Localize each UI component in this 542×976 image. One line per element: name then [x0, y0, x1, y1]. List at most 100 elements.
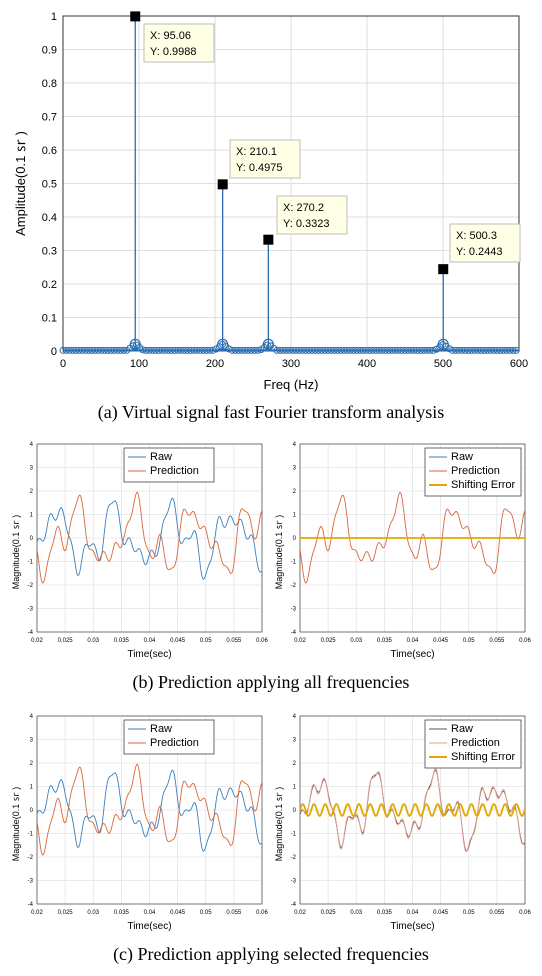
legend-box: [123, 447, 215, 483]
plot-frame: [36, 715, 263, 905]
x-tick-label: 0.03: [87, 910, 99, 916]
datatip-x: X: 500.3: [456, 230, 497, 242]
y-tick-label: 0.1: [42, 313, 57, 325]
datatip-box: [449, 223, 521, 263]
legend-entry: Prediction: [451, 737, 500, 749]
datatip-x: X: 95.06: [150, 30, 191, 42]
legend-box: [123, 719, 215, 755]
y-tick-label: -4: [28, 902, 34, 908]
legend-entry: Raw: [150, 451, 172, 463]
series-line-shifting-error: [299, 803, 526, 817]
x-axis-label: Time(sec): [127, 649, 171, 660]
y-tick-label: -2: [291, 583, 297, 589]
x-tick-label: 0.02: [31, 638, 43, 644]
x-tick-label: 0.045: [170, 910, 186, 916]
y-tick-label: 0: [293, 808, 297, 814]
x-tick-label: 0.045: [433, 638, 449, 644]
x-tick-label: 0.03: [350, 910, 362, 916]
y-tick-label: 0.6: [42, 145, 57, 157]
y-tick-label: 3: [293, 738, 297, 744]
x-tick-label: 0.035: [114, 638, 130, 644]
y-axis-label: Magnitude(0.1 ㏛ ): [11, 787, 21, 862]
x-tick-label: 0.04: [144, 910, 156, 916]
chart-b-right: 0.02 0.025 0.03 0.035 0.04 0.045 0.05 0.055 0.06…: [274, 442, 531, 660]
datatip-marker: [263, 234, 274, 245]
y-tick-label: 0.2: [42, 279, 57, 291]
y-tick-label: 1: [51, 11, 57, 23]
y-tick-label: 2: [293, 489, 297, 495]
y-tick-label: 0.5: [42, 179, 57, 191]
peak-base-marker: [129, 338, 141, 350]
baseline-marker: [263, 341, 271, 349]
x-axis-label: Time(sec): [127, 921, 171, 932]
datatip-y: Y: 0.9988: [150, 46, 197, 58]
x-tick-label: 100: [130, 358, 148, 370]
y-tick-label: 4: [30, 714, 34, 720]
caption-c: (c) Prediction applying selected frequen…: [113, 944, 429, 965]
y-tick-label: 3: [293, 466, 297, 472]
datatip-box: [229, 139, 301, 179]
y-tick-label: -1: [28, 560, 34, 566]
y-axis-label: Magnitude(0.1 ㏛ ): [274, 515, 284, 590]
x-tick-label: 0.055: [226, 638, 242, 644]
y-tick-label: -4: [291, 902, 297, 908]
x-tick-label: 0.06: [519, 910, 531, 916]
legend-entry: Shifting Error: [451, 751, 516, 763]
peak-base-marker: [217, 338, 229, 350]
x-tick-label: 0.025: [321, 910, 337, 916]
y-tick-label: 0.9: [42, 45, 57, 57]
x-tick-label: 0.035: [114, 910, 130, 916]
datatip-y: Y: 0.2443: [456, 246, 503, 258]
y-axis-label: Magnitude(0.1 ㏛ ): [11, 515, 21, 590]
y-tick-label: 1: [293, 785, 297, 791]
x-tick-label: 0.025: [58, 910, 74, 916]
datatip-box: [276, 195, 348, 235]
y-tick-label: 1: [30, 513, 34, 519]
y-tick-label: -2: [291, 855, 297, 861]
y-tick-label: 2: [30, 761, 34, 767]
datatip-marker: [130, 11, 141, 22]
y-tick-label: 4: [30, 442, 34, 448]
x-tick-label: 0.05: [463, 910, 475, 916]
y-tick-label: -3: [291, 607, 297, 613]
x-tick-label: 0.035: [377, 638, 393, 644]
y-tick-label: -3: [291, 879, 297, 885]
x-tick-label: 0.02: [31, 910, 43, 916]
x-tick-label: 500: [434, 358, 452, 370]
datatip-marker: [438, 264, 449, 275]
y-tick-label: 0.3: [42, 246, 57, 258]
series-line-prediction: [36, 763, 263, 856]
y-tick-label: -3: [28, 879, 34, 885]
legend-entry: Prediction: [150, 737, 199, 749]
y-tick-label: 1: [30, 785, 34, 791]
datatip-marker: [217, 179, 228, 190]
x-tick-label: 0.025: [321, 638, 337, 644]
y-tick-label: 0.4: [42, 212, 57, 224]
y-tick-label: 0: [51, 346, 57, 358]
legend-entry: Prediction: [150, 465, 199, 477]
y-tick-label: 4: [293, 442, 297, 448]
chart-c-left: 0.02 0.025 0.03 0.035 0.04 0.045 0.05 0.055 0.06…: [11, 714, 268, 932]
legend-box: [424, 719, 522, 769]
y-tick-label: -4: [291, 630, 297, 636]
x-tick-label: 0: [60, 358, 66, 370]
x-tick-label: 0.04: [144, 638, 156, 644]
peak-base-marker: [437, 338, 449, 350]
legend-entry: Shifting Error: [451, 479, 516, 491]
x-tick-label: 0.045: [170, 638, 186, 644]
x-tick-label: 0.05: [200, 910, 212, 916]
legend-entry: Raw: [150, 723, 172, 735]
y-tick-label: 3: [30, 466, 34, 472]
x-tick-label: 0.055: [489, 638, 505, 644]
y-tick-label: 0: [30, 536, 34, 542]
x-tick-label: 0.02: [294, 638, 306, 644]
peak-base-marker: [262, 338, 274, 350]
x-tick-label: 0.05: [200, 638, 212, 644]
x-tick-label: 0.035: [377, 910, 393, 916]
x-tick-label: 0.03: [350, 638, 362, 644]
y-tick-label: -3: [28, 607, 34, 613]
series-line-prediction: [36, 491, 263, 584]
legend-entry: Prediction: [451, 465, 500, 477]
x-tick-label: 0.02: [294, 910, 306, 916]
y-tick-label: -1: [28, 832, 34, 838]
